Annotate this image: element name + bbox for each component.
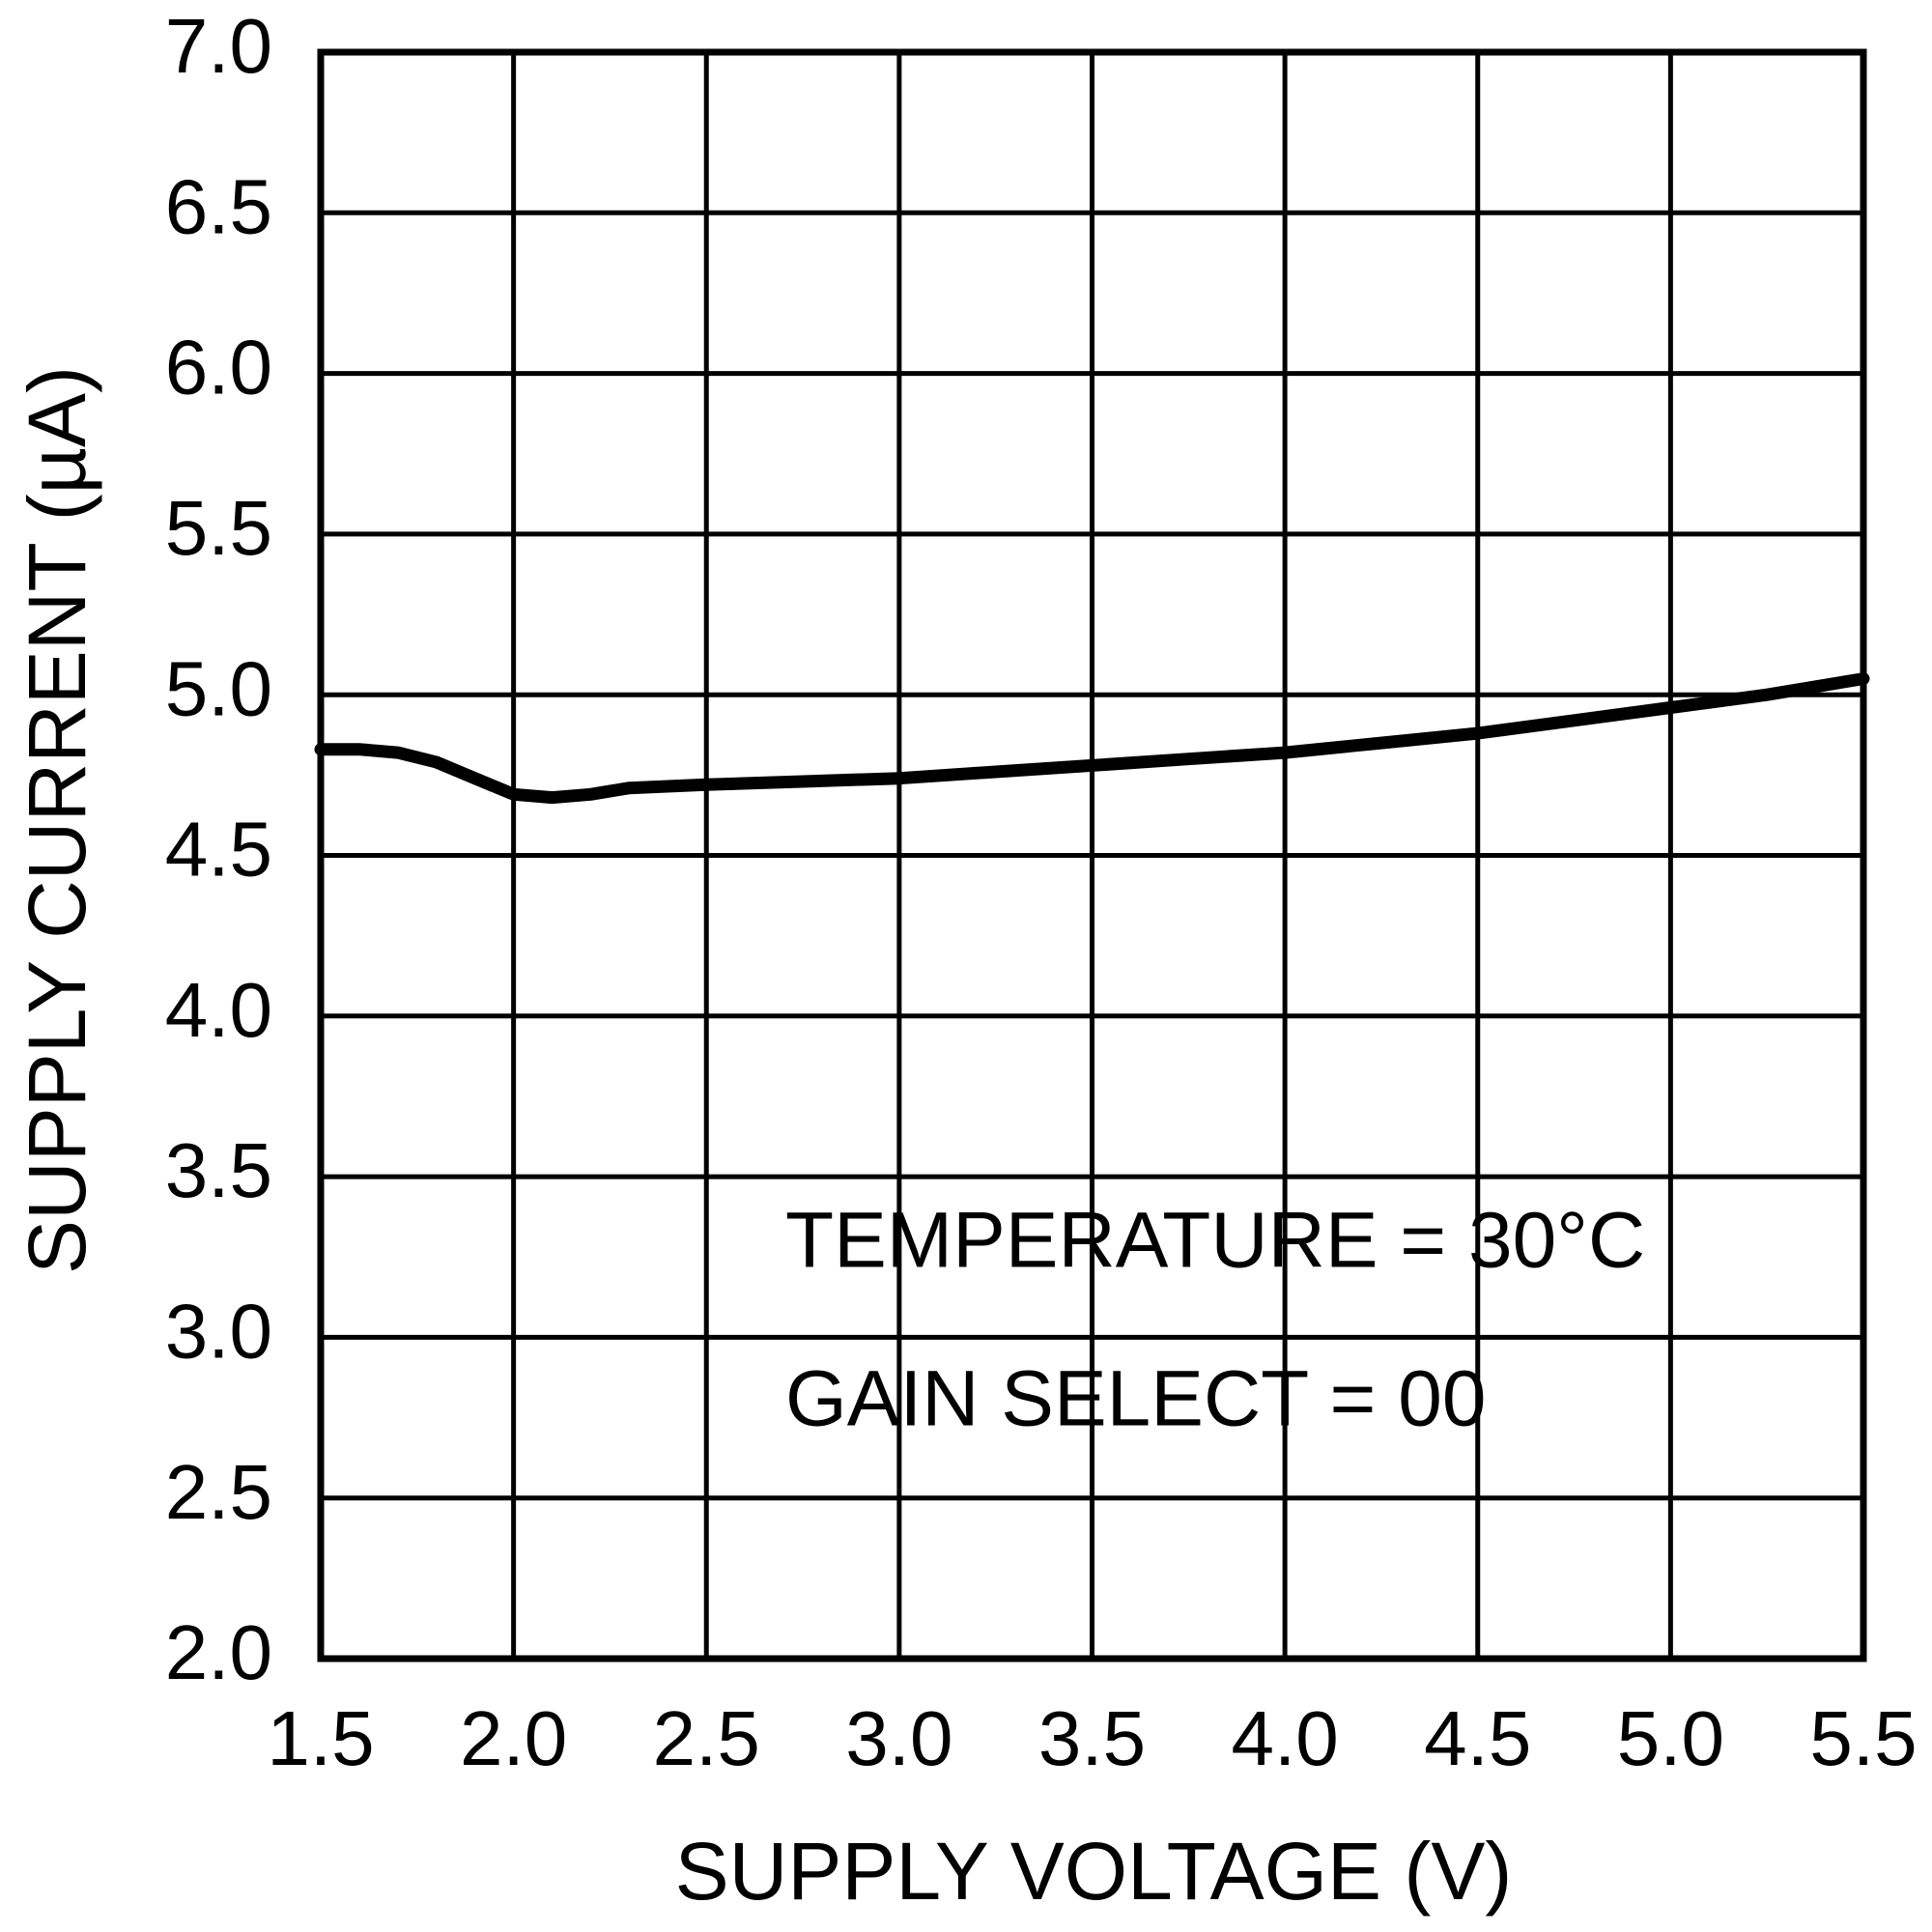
data-line: [314, 672, 1870, 805]
y-tick-label: 7.0: [165, 3, 272, 89]
y-tick-label: 5.0: [165, 645, 272, 731]
x-tick-label: 4.5: [1424, 1695, 1531, 1781]
x-tick-label: 2.0: [460, 1695, 567, 1781]
x-tick-label: 2.5: [653, 1695, 760, 1781]
y-tick-label: 2.0: [165, 1609, 272, 1695]
annotation: GAIN SELECT = 00: [785, 1355, 1486, 1443]
y-tick-label: 6.0: [165, 325, 272, 411]
x-tick-label: 1.5: [267, 1695, 374, 1781]
y-tick-label: 3.5: [165, 1127, 272, 1213]
plot-frame: [317, 48, 1867, 1662]
x-tick-label: 3.5: [1038, 1695, 1146, 1781]
y-tick-label: 6.5: [165, 163, 272, 249]
y-tick-label: 5.5: [165, 485, 272, 571]
x-tick-label: 3.0: [845, 1695, 952, 1781]
y-tick-label: 2.5: [165, 1449, 272, 1535]
x-tick-label: 4.0: [1232, 1695, 1339, 1781]
x-tick-label: 5.0: [1617, 1695, 1724, 1781]
y-tick-label: 4.5: [165, 807, 272, 893]
y-tick-label: 4.0: [165, 967, 272, 1053]
y-tick-label: 3.0: [165, 1289, 272, 1375]
annotation: TEMPERATURE = 30°C: [785, 1197, 1645, 1285]
x-tick-label: 5.5: [1809, 1695, 1917, 1781]
x-axis-title: SUPPLY VOLTAGE (V): [675, 1826, 1513, 1917]
y-axis-title: SUPPLY CURRENT (µA): [12, 366, 102, 1274]
